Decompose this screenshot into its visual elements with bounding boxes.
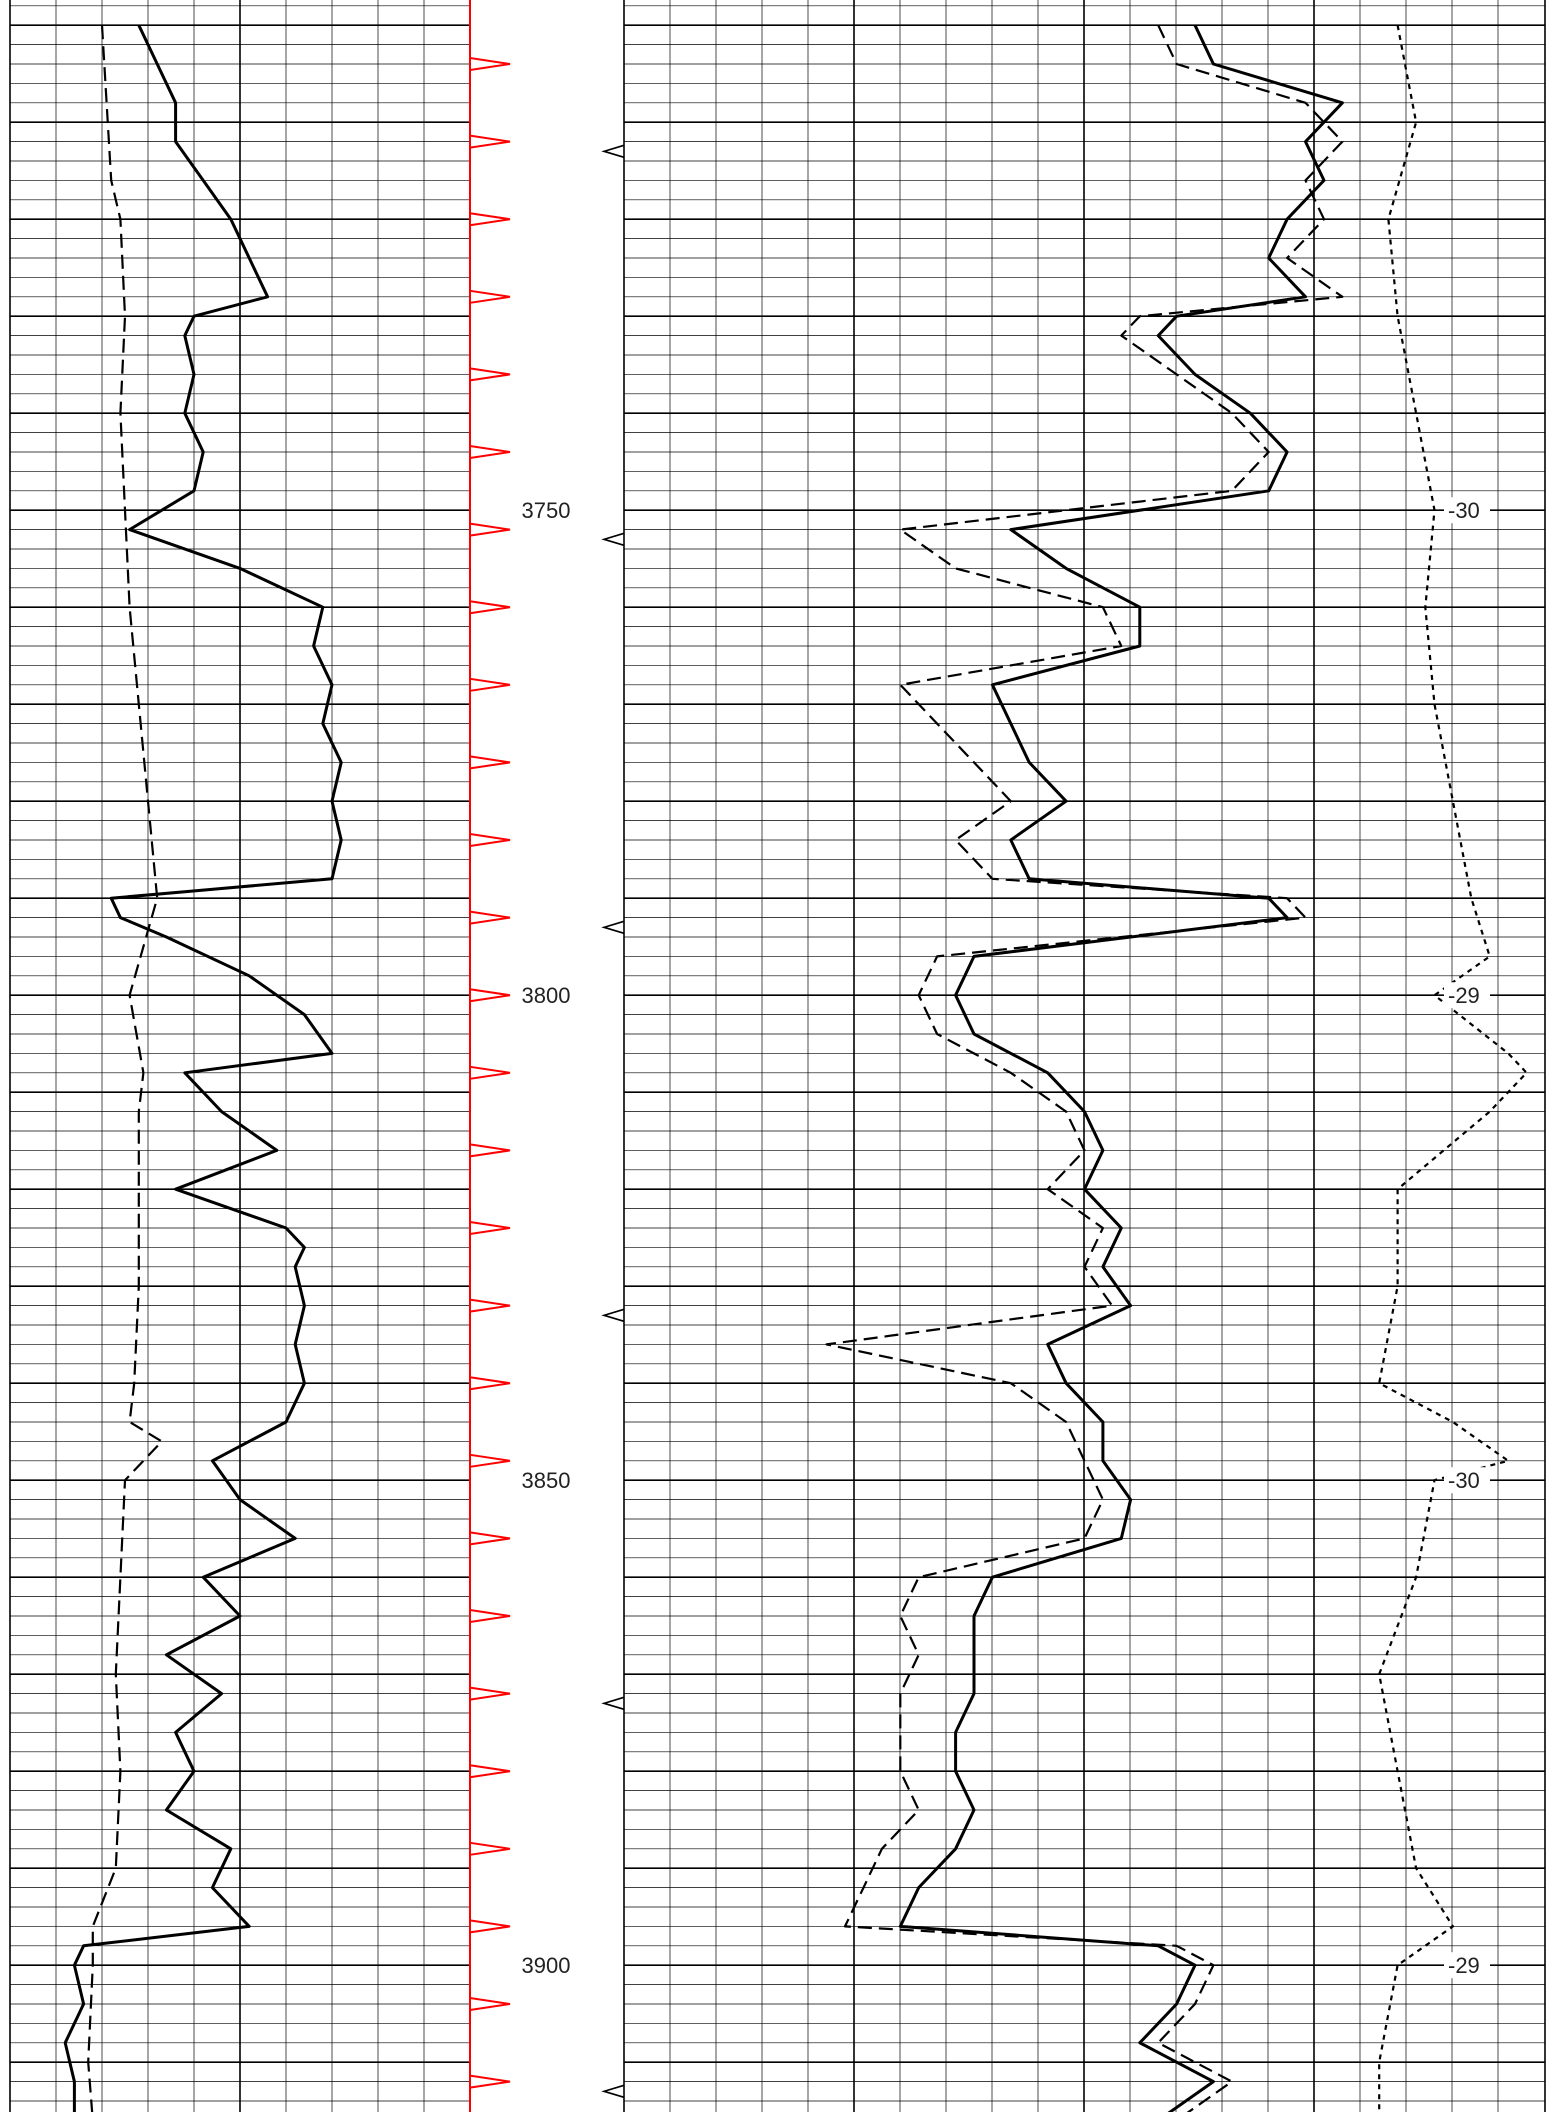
red-pip-marker — [469, 910, 511, 925]
red-pip-marker — [469, 1919, 511, 1934]
red-pip-marker — [469, 367, 511, 382]
track2-dotted-curve — [1378, 24, 1528, 2112]
scale-label: -30 — [1448, 1468, 1480, 1493]
marker-layer — [469, 57, 625, 2099]
red-pip-marker — [469, 1686, 511, 1701]
red-pip-marker — [469, 988, 511, 1003]
red-pip-marker — [469, 134, 511, 149]
red-pip-marker — [469, 289, 511, 304]
scale-label-bg — [1444, 497, 1490, 524]
depth-label: 3800 — [522, 983, 571, 1008]
curve-layer — [63, 24, 1528, 2112]
red-pip-marker — [469, 1764, 511, 1779]
red-pip-marker — [469, 445, 511, 460]
scale-label-bg — [1444, 1467, 1490, 1494]
red-pip-marker — [469, 1997, 511, 2012]
black-pip-marker — [601, 1308, 625, 1323]
grid-layer — [9, 0, 1546, 2112]
black-pip-marker — [601, 2084, 625, 2099]
red-pip-marker — [469, 2074, 511, 2089]
scale-label: -30 — [1448, 498, 1480, 523]
black-pip-marker — [601, 532, 625, 547]
black-pip-marker — [601, 1696, 625, 1711]
depth-label: 3750 — [522, 498, 571, 523]
scale-label: -29 — [1448, 983, 1480, 1008]
scale-label: -29 — [1448, 1953, 1480, 1978]
scale-label-bg — [1444, 982, 1490, 1009]
black-pip-marker — [601, 144, 625, 159]
red-pip-marker — [469, 833, 511, 848]
red-pip-marker — [469, 1453, 511, 1468]
red-pip-marker — [469, 1531, 511, 1546]
red-pip-marker — [469, 1609, 511, 1624]
black-pip-marker — [601, 920, 625, 935]
red-pip-marker — [469, 677, 511, 692]
red-pip-marker — [469, 600, 511, 615]
red-pip-marker — [469, 522, 511, 537]
red-pip-marker — [469, 1376, 511, 1391]
red-pip-marker — [469, 1143, 511, 1158]
track1-solid-curve — [63, 24, 343, 2112]
label-layer: 3750 3800 3850 3900 -30 -29 -30 -29 — [522, 497, 1490, 1979]
track1-dashed-curve — [87, 25, 163, 2112]
red-pip-marker — [469, 1841, 511, 1856]
red-pip-marker — [469, 1298, 511, 1313]
red-pip-marker — [469, 1065, 511, 1080]
red-pip-marker — [469, 755, 511, 770]
red-pip-marker — [469, 57, 511, 72]
depth-label: 3900 — [522, 1953, 571, 1978]
depth-label: 3850 — [522, 1468, 571, 1493]
red-pip-marker — [469, 212, 511, 227]
track2-dashed-curve — [825, 24, 1344, 2112]
track2-solid-curve — [898, 24, 1344, 2112]
scale-label-bg — [1444, 1952, 1490, 1979]
red-pip-marker — [469, 1221, 511, 1236]
